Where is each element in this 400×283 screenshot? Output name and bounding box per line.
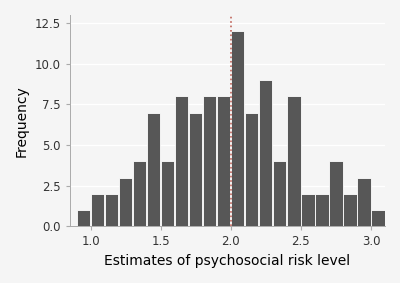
Bar <box>259 80 272 226</box>
Bar <box>287 96 300 226</box>
Bar <box>91 194 104 226</box>
X-axis label: Estimates of psychosocial risk level: Estimates of psychosocial risk level <box>104 254 350 268</box>
Bar <box>203 96 216 226</box>
Bar <box>217 96 230 226</box>
Bar <box>161 161 174 226</box>
Bar <box>105 194 118 226</box>
Bar <box>357 178 370 226</box>
Bar <box>343 194 356 226</box>
Bar <box>147 113 160 226</box>
Bar <box>133 161 146 226</box>
Bar <box>245 113 258 226</box>
Bar <box>119 178 132 226</box>
Bar <box>231 31 244 226</box>
Bar <box>329 161 342 226</box>
Bar <box>77 210 90 226</box>
Y-axis label: Frequency: Frequency <box>15 85 29 156</box>
Bar <box>301 194 314 226</box>
Bar <box>189 113 202 226</box>
Bar <box>315 194 328 226</box>
Bar <box>273 161 286 226</box>
Bar <box>372 210 384 226</box>
Bar <box>175 96 188 226</box>
